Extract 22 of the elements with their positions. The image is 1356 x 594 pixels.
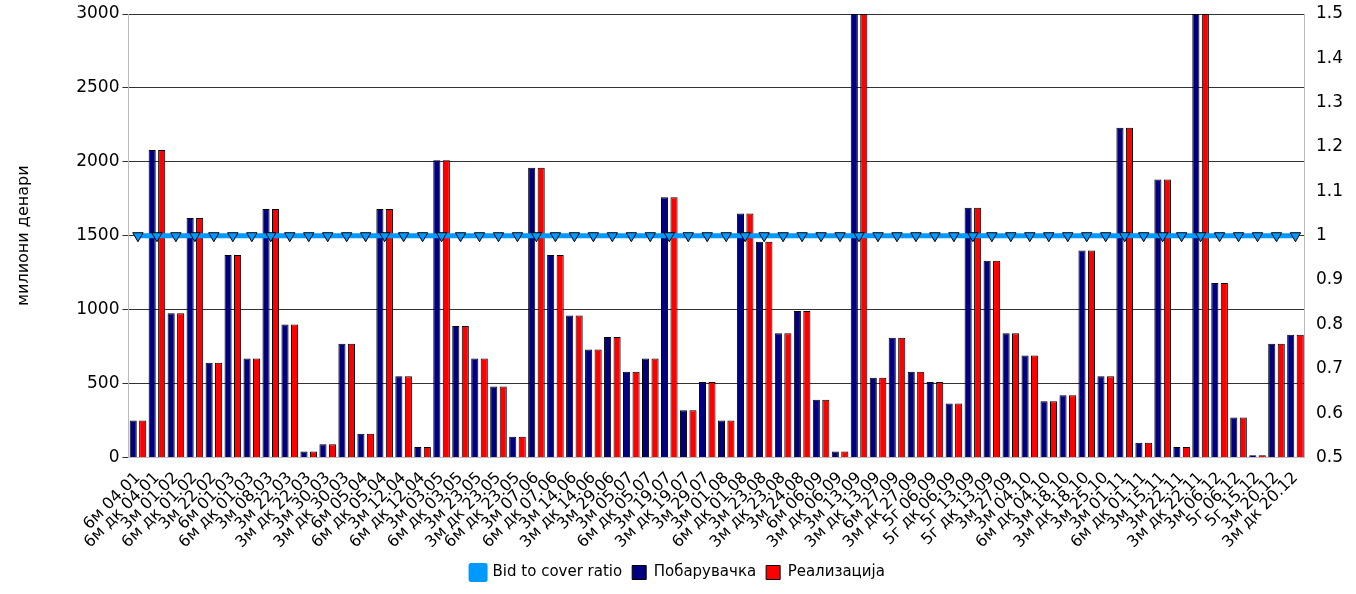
- y2-tick-label: 0.6: [1315, 401, 1344, 422]
- y2-tick-label: 1.1: [1315, 179, 1344, 200]
- y-tick-label: 0: [108, 445, 120, 466]
- legend-label: Побарувачка: [653, 562, 757, 581]
- y2-tick-label: 0.9: [1315, 268, 1344, 289]
- legend-label: Реализација: [787, 562, 885, 581]
- y-axis-title: милиони денари: [12, 165, 32, 307]
- y-tick-label: 1000: [76, 298, 120, 319]
- y2-tick-label: 1.4: [1315, 46, 1344, 67]
- y2-tick-label: 1.2: [1315, 135, 1344, 156]
- y2-tick-label: 1.5: [1315, 2, 1344, 23]
- y2-tick-label: 1: [1315, 224, 1327, 245]
- y2-tick-label: 1.3: [1315, 91, 1344, 112]
- y-tick-label: 2500: [76, 76, 120, 97]
- y2-tick-label: 0.7: [1315, 357, 1344, 378]
- y2-tick-label: 0.8: [1315, 312, 1344, 333]
- y-tick-label: 2000: [76, 150, 120, 171]
- y-tick-label: 500: [87, 371, 120, 392]
- y-tick-label: 3000: [76, 2, 120, 23]
- y-tick-label: 1500: [76, 224, 120, 245]
- legend-label: Bid to cover ratio: [492, 562, 623, 581]
- y2-tick-label: 0.5: [1315, 445, 1344, 466]
